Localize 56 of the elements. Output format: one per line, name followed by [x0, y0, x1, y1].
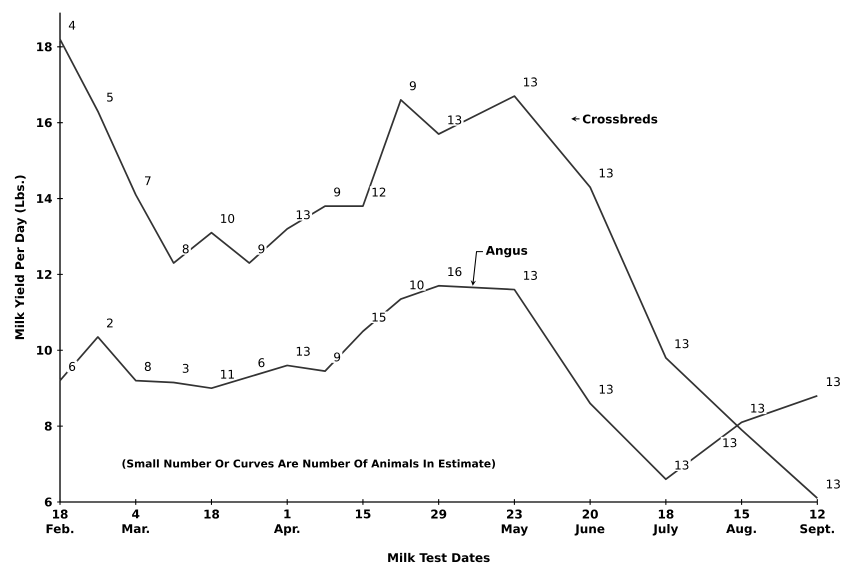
annotation: 9 [258, 244, 264, 254]
x-tick-label: 29 [431, 510, 446, 519]
x-tick-label: 23 May [502, 510, 528, 536]
x-tick-label: 15 Aug. [726, 510, 756, 536]
y-tick-label: 14 [37, 194, 52, 203]
y-tick-label: 6 [44, 497, 52, 507]
annotation: 13 [675, 339, 688, 348]
annotation: 8 [182, 244, 189, 254]
annotation: 2 [107, 318, 113, 328]
x-tick-label: 18 Feb. [46, 510, 74, 534]
annotation: 13 [826, 480, 840, 489]
annotation: 6 [69, 362, 76, 371]
annotation: 13 [600, 168, 613, 178]
y-tick-label: 16 [37, 118, 52, 128]
annotation: 13 [751, 404, 764, 413]
text: Crossbreds [582, 114, 658, 124]
x-axis-title: Milk Test Dates [388, 552, 490, 562]
annotation: 9 [334, 187, 340, 197]
annotation: 13 [296, 346, 310, 356]
annotation: 13 [296, 210, 310, 220]
annotation: 13 [826, 377, 840, 386]
x-tick-label: 20 June [574, 510, 604, 536]
annotation: 13 [524, 77, 537, 87]
y-tick-label: 8 [44, 422, 52, 431]
x-tick-label: 4 Mar. [122, 510, 149, 534]
annotation: 13 [675, 460, 688, 470]
y-tick-label: 18 [37, 42, 52, 52]
annotation: 10 [221, 214, 234, 224]
annotation: 4 [68, 20, 76, 30]
annotation: 15 [372, 312, 386, 322]
annotation: 12 [372, 188, 386, 197]
x-tick-label: 1 Apr. [274, 510, 300, 536]
annotation: 16 [448, 267, 462, 276]
y-tick-label: 12 [37, 270, 52, 279]
x-tick-label: 12 Sept. [800, 510, 834, 536]
x-tick-label: 18 [204, 510, 220, 519]
annotation: 11 [221, 370, 234, 379]
annotation: 8 [144, 362, 151, 371]
annotation: 9 [334, 352, 340, 362]
annotation: 13 [448, 115, 462, 124]
annotation: 3 [182, 364, 189, 373]
annotation: 5 [107, 92, 113, 102]
y-tick-label: 10 [37, 346, 52, 355]
annotation: (Small Number Or Curves Are Number Of Animals In Estimate) [122, 459, 496, 469]
annotation: 7 [144, 176, 151, 186]
line-series [59, 38, 818, 500]
annotation: 9 [410, 81, 416, 90]
annotation: 6 [258, 358, 264, 368]
annotation: 10 [410, 280, 424, 290]
annotation: 13 [600, 384, 613, 394]
x-tick-label: 15 [356, 510, 370, 518]
text: Angus [486, 246, 528, 258]
y-axis-title: Milk Yield Per Day (Lbs.) [14, 175, 27, 340]
x-tick-label: 18 July [652, 510, 678, 536]
annotation: 13 [524, 270, 537, 280]
annotation: 13 [723, 438, 736, 448]
